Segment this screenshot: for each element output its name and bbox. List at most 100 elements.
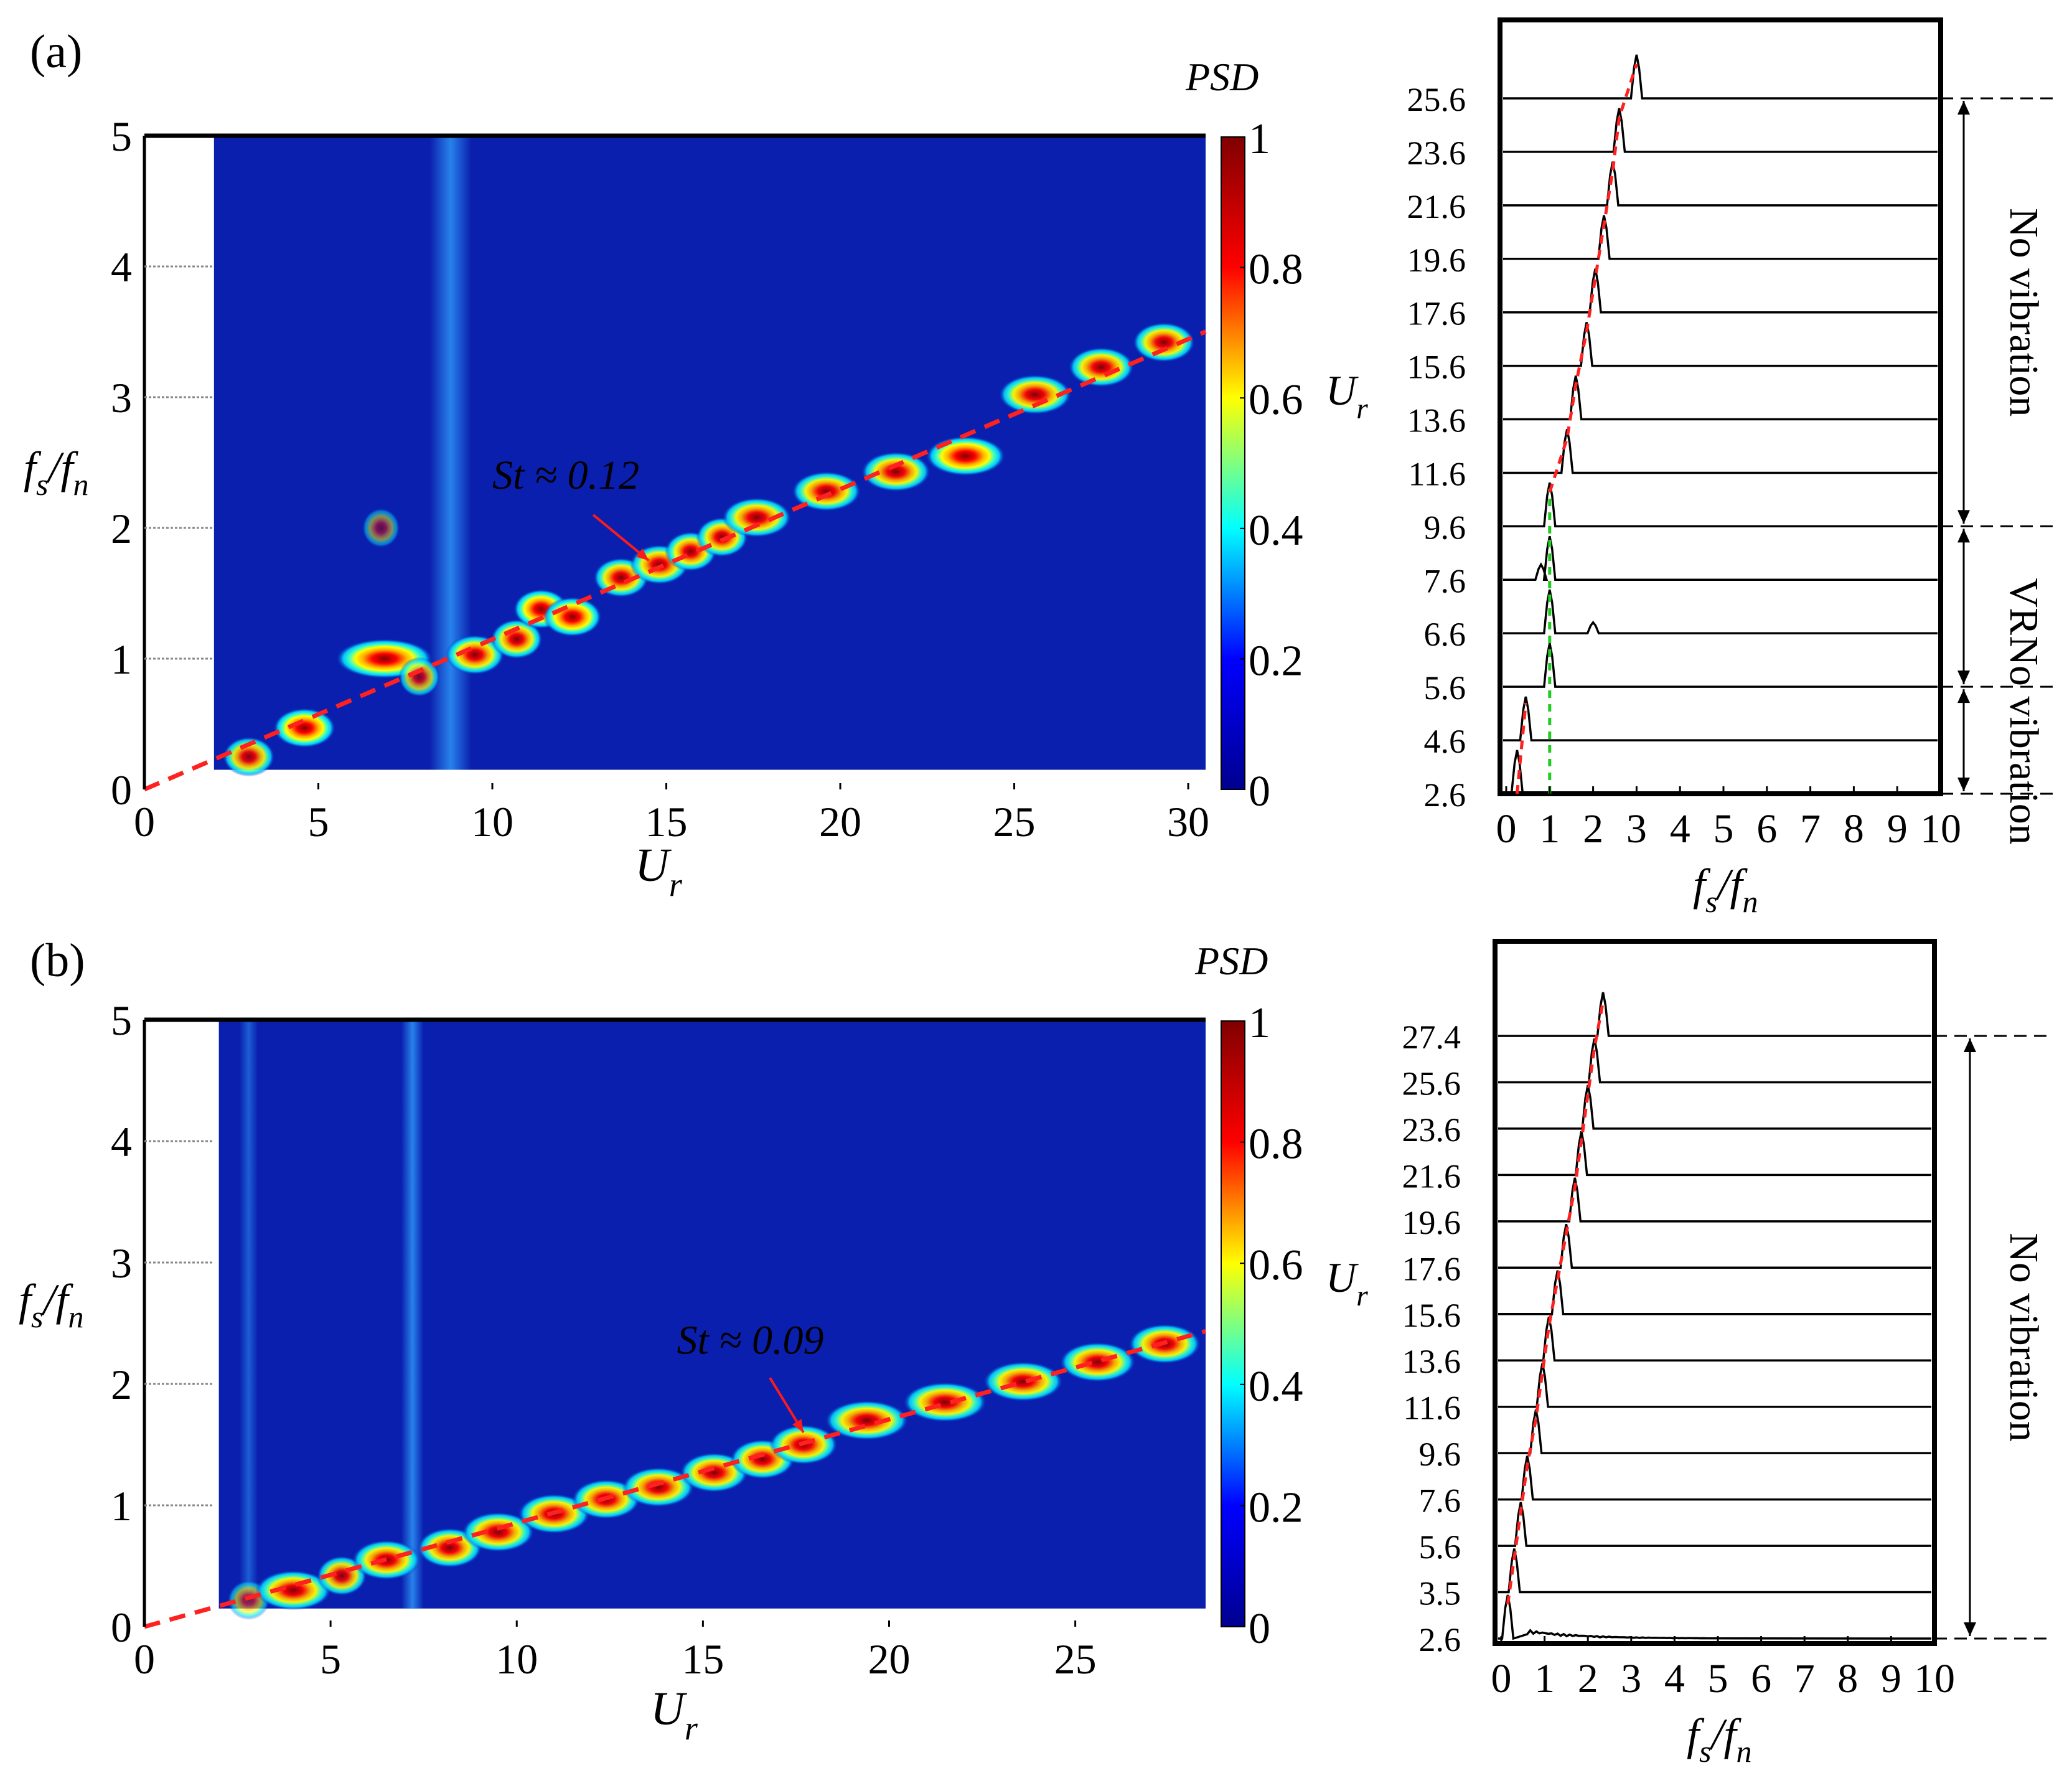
spectra-x-tick-label: 8	[1844, 806, 1864, 852]
spectra-row-label: 7.6	[1424, 562, 1466, 600]
y-tick-label: 2	[111, 505, 132, 552]
psd-peak	[1059, 1342, 1136, 1382]
spectra-row-label: 23.6	[1407, 134, 1466, 172]
colorbar-b: 0 0.2 0.4 0.6 0.8 1	[1221, 999, 1303, 1653]
spectra-row-label: 25.6	[1402, 1065, 1461, 1102]
xlabel-a: Ur	[635, 839, 683, 903]
spectra-row-label: 2.6	[1424, 776, 1466, 814]
colorbar-gradient	[1221, 1020, 1245, 1627]
psd-peak	[1132, 322, 1195, 362]
spectra-ylabel-b: Ur	[1326, 1254, 1368, 1312]
x-tick-label: 25	[1054, 1635, 1097, 1683]
strouhal-trend-line	[144, 1329, 1206, 1629]
y-tick-label: 5	[111, 113, 132, 160]
spectra-x-tick-label: 7	[1800, 806, 1821, 852]
spectra-x-tick-label: 1	[1539, 806, 1560, 852]
spectra-x-tick-label: 0	[1496, 806, 1517, 852]
spectra-row-label: 21.6	[1402, 1157, 1461, 1195]
colorbar-tick-label: 0.6	[1249, 1241, 1303, 1289]
psd-peak	[462, 1512, 535, 1552]
spectra-row-label: 9.6	[1419, 1436, 1461, 1473]
colorbar-a: 0 0.2 0.4 0.6 0.8 1	[1221, 115, 1303, 816]
region-arrowhead	[1957, 689, 1970, 703]
spectrum-trace	[1498, 1223, 1931, 1269]
colorbar-gradient	[1221, 136, 1245, 790]
spectrum-trace	[1503, 215, 1938, 260]
psd-peak	[223, 736, 275, 777]
spectra-frame	[1493, 939, 1937, 1646]
spectra-x-tick-label: 8	[1837, 1656, 1858, 1701]
spectra-x-tick-label: 2	[1578, 1656, 1598, 1701]
x-tick-label: 10	[495, 1635, 538, 1683]
x-tick-label: 0	[134, 798, 155, 845]
spectrum-trace	[1498, 1594, 1932, 1640]
region-arrowhead	[1964, 1622, 1976, 1636]
region-arrowhead	[1957, 778, 1970, 791]
spectra-row-label: 15.6	[1407, 349, 1466, 386]
region-arrowhead	[1964, 1038, 1976, 1052]
psd-title-a: PSD	[1185, 55, 1259, 99]
spectra-row-label: 25.6	[1407, 81, 1466, 118]
spectra-row-label: 19.6	[1407, 242, 1466, 279]
region-arrowhead	[1957, 670, 1970, 685]
psd-peak	[903, 1382, 987, 1423]
strouhal-arrowhead	[635, 548, 649, 561]
psd-peak	[445, 634, 505, 675]
spectra-x-tick-label: 0	[1491, 1656, 1512, 1701]
vertical-band	[239, 1020, 258, 1609]
spectrum-trace	[1503, 54, 1938, 100]
spectra-xlabel-b: fs/fn	[1687, 1710, 1752, 1769]
panel-label-a: (a)	[30, 26, 82, 78]
spectra-row-label: 27.4	[1402, 1018, 1461, 1056]
spectra-row-label: 2.6	[1419, 1621, 1461, 1658]
spectra-row-label: 19.6	[1402, 1204, 1461, 1241]
strouhal-label: St ≈ 0.09	[677, 1317, 823, 1363]
region-label: No vibration	[2001, 1233, 2046, 1441]
panel-label-b: (b)	[30, 934, 85, 987]
spectra-row-label: 17.6	[1407, 295, 1466, 332]
spectra-row-label: 5.6	[1424, 669, 1466, 707]
spectra-row-label: 6.6	[1424, 616, 1466, 653]
spectra-x-tick-label: 2	[1583, 806, 1603, 852]
spectra-xlabel-a: fs/fn	[1693, 860, 1758, 919]
colorbar-tick-label: 0.8	[1249, 246, 1303, 294]
spectrum-trace	[1498, 1502, 1931, 1547]
region-label: VR	[2001, 578, 2046, 635]
psd-peak	[398, 657, 440, 697]
spectra-row-label: 11.6	[1404, 1390, 1461, 1427]
strouhal-trend-line	[143, 329, 1207, 792]
psd-peak	[983, 1362, 1063, 1402]
vertical-band	[401, 1020, 424, 1609]
spectra-a: 2.64.65.66.67.69.611.613.615.617.619.621…	[1407, 17, 2054, 852]
spectra-trend	[1506, 1001, 1605, 1605]
y-tick-label: 3	[111, 1239, 132, 1287]
spectra-row-label: 21.6	[1407, 188, 1466, 225]
colorbar-tick-label: 0.8	[1249, 1121, 1303, 1169]
x-tick-label: 0	[134, 1635, 155, 1683]
spectra-trend	[1548, 64, 1638, 493]
spectra-b: 2.6 3.5 5.6 7.6 9.6 11.6 13.6 15.6 17.6 19.6 21.6 2…	[1402, 939, 2054, 1701]
psd-peak	[543, 596, 602, 637]
spectra-row-label: 9.6	[1424, 509, 1466, 546]
psd-peak	[273, 708, 336, 748]
heatmap-b: St ≈ 0.09 0 1 2 3 4 5 0 5 10 15 20 25	[111, 997, 1206, 1683]
x-tick-label: 15	[682, 1635, 724, 1683]
colorbar-tick-label: 0.6	[1249, 376, 1303, 424]
spectra-x-tick-label: 10	[1914, 1656, 1955, 1701]
region-arrowhead	[1957, 510, 1970, 524]
spectra-trend-low	[1515, 702, 1527, 794]
spectra-row-label: 15.6	[1402, 1297, 1461, 1334]
region-arrowhead	[1957, 101, 1970, 115]
psd-peak	[825, 1400, 909, 1441]
spectra-x-tick-label: 4	[1664, 1656, 1685, 1701]
spectrum-trace	[1503, 589, 1938, 634]
y-tick-label: 1	[111, 1482, 132, 1530]
spectrum-trace	[1498, 1177, 1931, 1223]
psd-peak	[926, 436, 1006, 476]
heatmap-background	[218, 1020, 1206, 1609]
y-tick-label: 1	[111, 636, 132, 683]
spectrum-trace	[1498, 1548, 1931, 1594]
spectra-row-label: 17.6	[1402, 1250, 1461, 1287]
colorbar-tick-label: 1	[1249, 999, 1270, 1047]
